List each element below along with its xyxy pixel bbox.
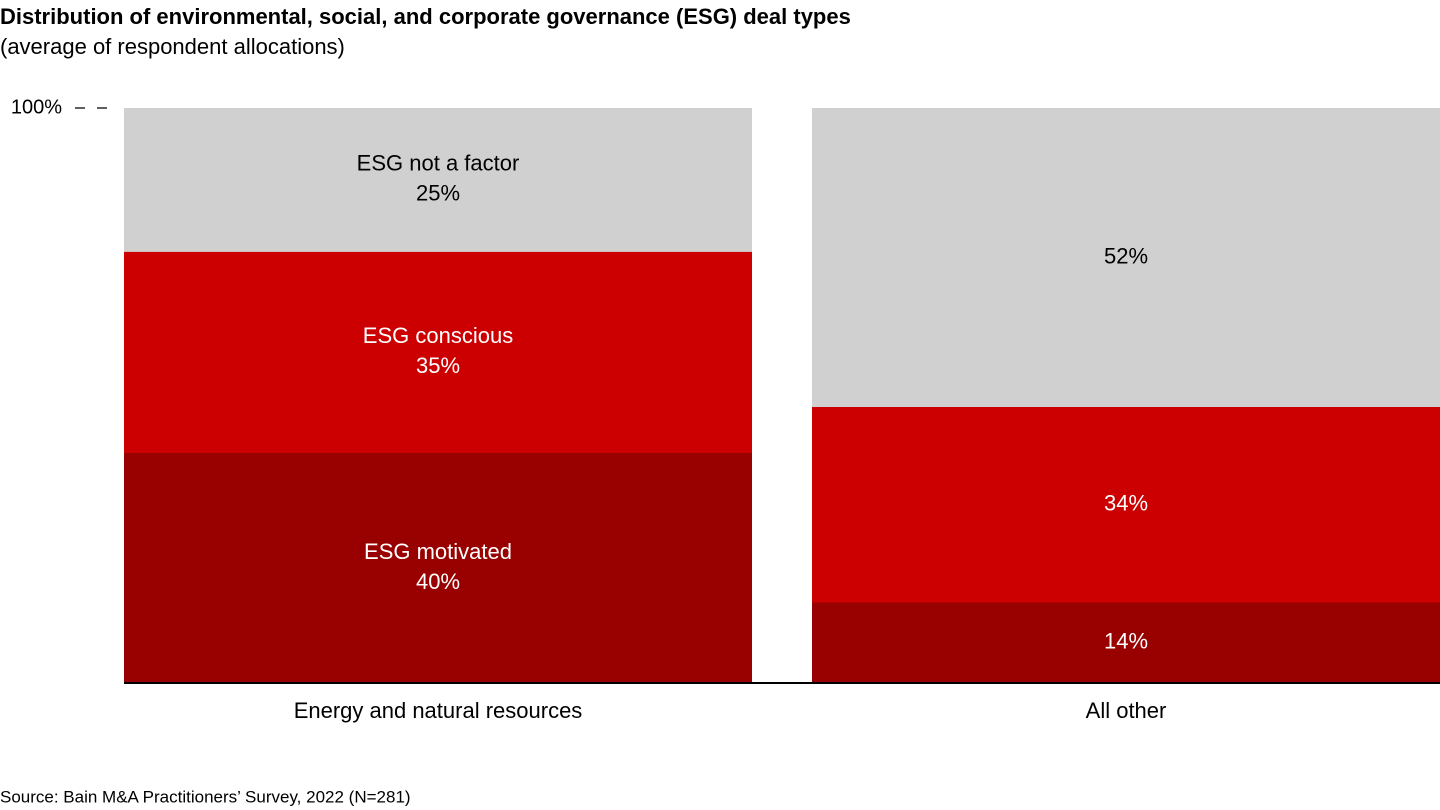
bar-segment <box>124 453 752 683</box>
data-label: 40% <box>416 569 460 594</box>
bar-segment <box>812 407 1440 603</box>
bar-segment <box>124 251 752 453</box>
chart-title: Distribution of environmental, social, a… <box>0 4 851 29</box>
chart-subtitle: (average of respondent allocations) <box>0 34 345 59</box>
bar-segment <box>812 602 1440 683</box>
source-note: Source: Bain M&A Practitioners’ Survey, … <box>0 787 411 806</box>
data-label: 14% <box>1104 629 1148 654</box>
x-tick-label: Energy and natural resources <box>294 698 583 723</box>
bar-segment <box>124 108 752 252</box>
y-tick-label: 100% <box>11 96 62 118</box>
data-label: 25% <box>416 181 460 206</box>
data-label: 35% <box>416 353 460 378</box>
bar-segment <box>812 108 1440 407</box>
segment-name: ESG motivated <box>364 539 512 564</box>
x-tick-label: All other <box>1086 698 1167 723</box>
data-label: 34% <box>1104 491 1148 516</box>
segment-name: ESG conscious <box>363 323 513 348</box>
data-label: 52% <box>1104 243 1148 268</box>
segment-name: ESG not a factor <box>357 151 520 176</box>
